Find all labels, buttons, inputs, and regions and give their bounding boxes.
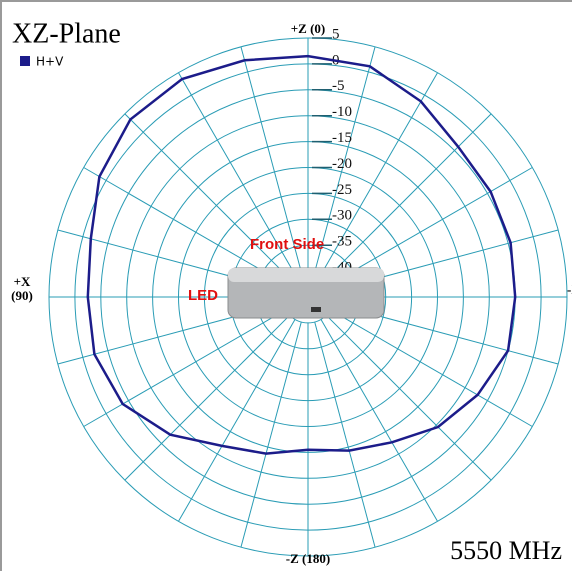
- angle-label: -X: [567, 283, 572, 297]
- grid-spoke: [330, 310, 532, 427]
- annotation: LED: [188, 289, 218, 303]
- subtitle: 5550 MHz: [450, 536, 562, 565]
- grid-spoke: [84, 310, 286, 427]
- grid-spoke: [315, 322, 375, 547]
- r-tick-label: -35: [332, 234, 352, 250]
- grid-spoke: [330, 168, 532, 285]
- grid-spoke: [321, 319, 438, 521]
- grid-spoke: [241, 322, 301, 547]
- legend-swatch: [20, 56, 30, 66]
- chart: XZ-Plane H+V 5550 MHz 50-5-10-15-20-25-3…: [2, 2, 572, 571]
- grid-spoke: [125, 315, 290, 480]
- chart-window: XZ-Plane H+V 5550 MHz 50-5-10-15-20-25-3…: [0, 0, 572, 571]
- r-tick-label: -20: [332, 156, 352, 172]
- chart-title: XZ-Plane: [12, 18, 121, 49]
- angle-label: +Z (0): [278, 22, 338, 36]
- grid-spoke: [179, 319, 296, 521]
- r-tick-label: -25: [332, 182, 352, 198]
- angle-label: -Z (180): [273, 552, 343, 566]
- grid-spoke: [125, 114, 290, 279]
- legend-label: H+V: [36, 55, 64, 69]
- annotation: Front Side: [250, 238, 324, 252]
- grid-spoke: [84, 168, 286, 285]
- r-tick-label: -10: [332, 104, 352, 120]
- angle-label: +X (90): [4, 275, 40, 303]
- device-top: [228, 268, 384, 282]
- r-tick-label: -15: [332, 130, 352, 146]
- r-tick-label: -5: [332, 78, 345, 94]
- r-tick-label: -30: [332, 208, 352, 224]
- grid-spoke: [326, 315, 491, 480]
- device-led: [311, 307, 321, 312]
